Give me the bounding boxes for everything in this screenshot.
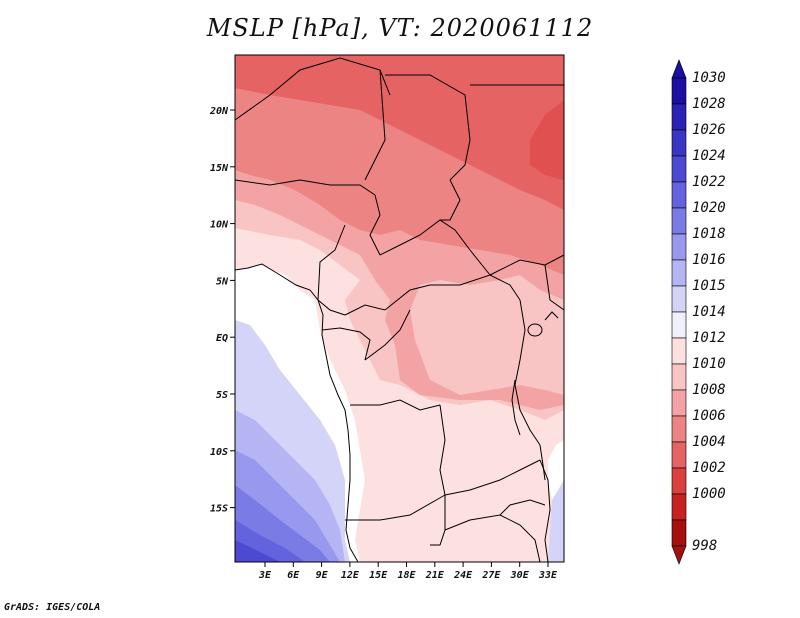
lat-tick-label: 15S [210,504,228,515]
colorbar: 1030 1028 1026 1024 1022 1020 1018 1016 1015 1014… [671,59,726,565]
colorbar-swatch [671,363,687,391]
border-congo-drc [364,309,411,361]
colorbar-swatch [671,259,687,287]
field-1014-east [548,440,564,500]
colorbar-label: 1028 [692,96,726,112]
colorbar-swatch [671,311,687,339]
colorbar-bottom-arrow [671,545,687,565]
colorbar-swatch [671,233,687,261]
colorbar-label: 1008 [692,382,726,398]
border-ethiopia [489,254,564,276]
lake-kyoga [544,311,559,321]
colorbar-swatch [671,389,687,417]
colorbar-swatch [671,285,687,313]
colorbar-label: 1015 [692,278,726,294]
colorbar-label: 1030 [692,70,726,86]
border-gabon [321,327,371,361]
lat-tick-label: 15N [210,163,229,174]
colorbar-label: 1002 [692,460,726,476]
colorbar-swatch [671,181,687,209]
colorbar-swatch [671,519,687,547]
lat-tick-label: 5S [216,390,228,401]
lat-tick-label: 10S [210,447,228,458]
colorbar-label: 1020 [692,200,726,216]
colorbar-label: 1022 [692,174,726,190]
border-sudan [440,179,461,221]
colorbar-swatch [671,155,687,183]
map-frame [234,54,565,563]
colorbar-swatch [671,415,687,443]
colorbar-label: 1018 [692,226,726,242]
lon-tick-label: 3E [258,570,272,581]
lon-tick-label: 15E [369,570,388,581]
map-title: MSLP [hPa], VT: 2020061112 [206,14,594,42]
colorbar-swatch [671,103,687,131]
border-north-1 [235,57,391,121]
field-1015-east [548,480,564,562]
lat-tick-label: 20N [209,106,229,117]
lat-tick-label: EQ [216,333,228,344]
border-cameroon [317,224,346,316]
field-1024 [235,540,280,562]
lon-tick-label: 9E [316,570,329,581]
pressure-field [235,55,564,562]
lon-tick-label: 6E [287,570,300,581]
border-angola-n [350,399,441,411]
colorbar-label: 1016 [692,252,726,268]
border-botswana [444,514,541,562]
colorbar-label: 1024 [692,148,726,164]
border-north-3 [385,74,471,181]
credit-text: GrADS: IGES/COLA [4,602,101,613]
colorbar-label: 1010 [692,356,726,372]
colorbar-swatch [671,337,687,365]
lake-tanganyika [511,379,521,436]
colorbar-label: 1026 [692,122,726,138]
lon-tick-label: 33E [538,570,558,581]
colorbar-swatch [671,129,687,157]
border-angola-s [345,494,446,521]
colorbar-swatch [671,77,687,105]
lon-tick-label: 27E [481,570,501,581]
lon-tick-label: 21E [425,570,445,581]
border-north-2 [364,69,386,181]
latitude-axis: 20N 15N 10N 5N EQ 5S 10S 15S [209,106,235,515]
lon-tick-label: 30E [510,570,530,581]
lon-tick-label: 18E [397,570,416,581]
lat-tick-label: 10N [210,220,229,231]
field-1004-low-east [530,100,564,180]
colorbar-label: 1014 [692,304,726,320]
lat-tick-label: 5N [216,276,229,287]
border-congo-n [344,274,521,316]
colorbar-label: 1006 [692,408,726,424]
border-zambia [444,459,541,496]
colorbar-label: 1012 [692,330,726,346]
coastline-west [235,263,359,562]
border-angola-e [439,404,446,496]
field-1004 [235,55,564,210]
lon-tick-label: 12E [341,570,360,581]
border-zimbabwe [499,499,546,516]
border-namibia [430,495,446,546]
border-kenya [544,264,564,311]
border-chad [235,179,381,256]
lake-victoria [527,323,543,337]
colorbar-top-arrow [671,59,687,79]
colorbar-swatch [671,467,687,495]
colorbar-swatch [671,493,687,521]
longitude-axis: 3E 6E 9E 12E 15E 18E 21E 24E 27E 30E 33E [258,562,558,581]
colorbar-swatch [671,207,687,235]
colorbar-label: 1000 [692,486,726,502]
lon-tick-label: 24E [453,570,473,581]
country-borders [235,57,564,562]
colorbar-label: 998 [692,538,717,554]
colorbar-swatch [671,441,687,469]
lake-malawi [539,444,546,481]
border-mozambique [539,459,551,562]
colorbar-label: 1004 [692,434,726,450]
border-east [514,299,541,446]
